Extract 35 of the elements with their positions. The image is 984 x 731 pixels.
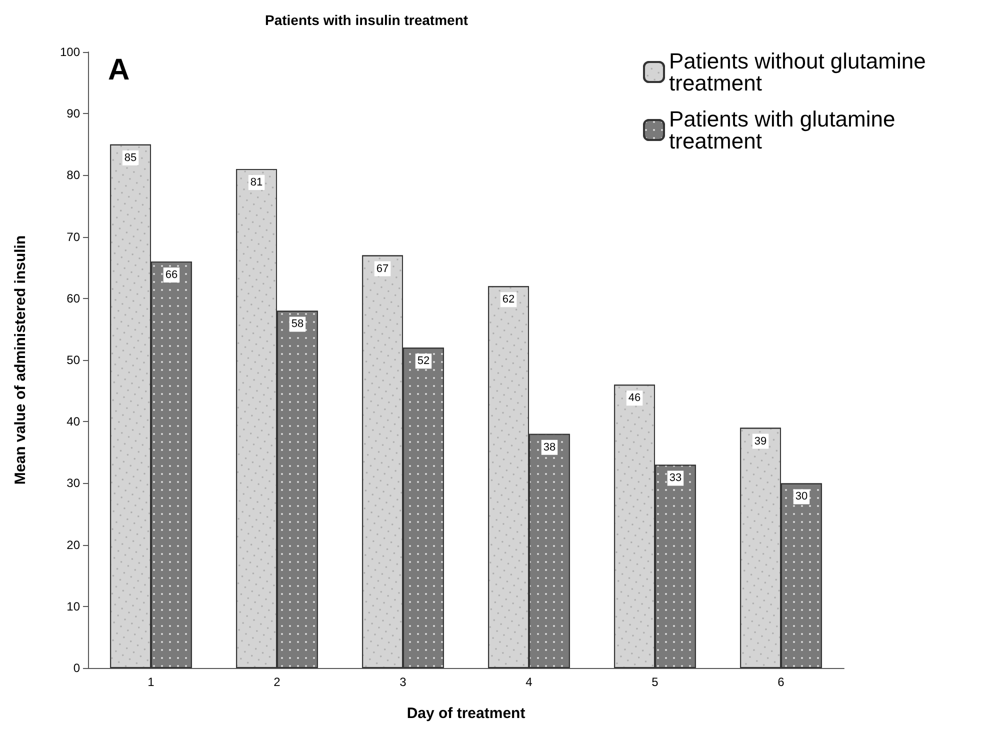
data-label: 67 [376,262,389,275]
x-tick-label: 1 [148,675,155,689]
data-label: 81 [250,176,263,189]
x-tick-label: 5 [652,675,659,689]
y-tick-label: 60 [66,291,80,306]
data-label: 85 [124,152,137,164]
y-tick-label: 20 [66,538,80,552]
data-label: 52 [417,355,430,368]
data-label: 66 [165,268,178,281]
y-axis-title: Mean value of administered insulin [12,235,29,485]
chart-title: Patients with insulin treatment [265,12,468,28]
x-tick-label: 2 [274,675,281,689]
data-label: 58 [291,318,304,330]
y-tick-label: 80 [66,168,80,182]
data-label: 46 [628,392,641,404]
x-tick-label: 4 [526,675,533,689]
data-label: 38 [543,441,556,454]
x-tick-label: 3 [400,675,407,689]
y-tick-label: 50 [66,353,80,367]
y-tick-label: 0 [73,661,80,675]
y-tick-label: 90 [66,106,80,121]
x-axis-title: Day of treatment [406,705,526,722]
y-tick-label: 10 [66,599,80,614]
y-tick-label: 40 [66,414,80,429]
data-label: 39 [754,435,767,448]
legend-label: Patients with glutamine treatment [669,106,902,154]
legend-label: Patients without glutamine treatment [669,48,932,96]
data-label: 33 [669,472,682,484]
data-label: 30 [795,490,808,503]
data-label: 62 [502,294,515,306]
y-tick-label: 100 [60,45,80,59]
x-tick-label: 6 [778,675,785,689]
y-tick-label: 70 [66,230,80,244]
y-tick-label: 30 [66,476,80,490]
annotation: A [108,54,130,86]
